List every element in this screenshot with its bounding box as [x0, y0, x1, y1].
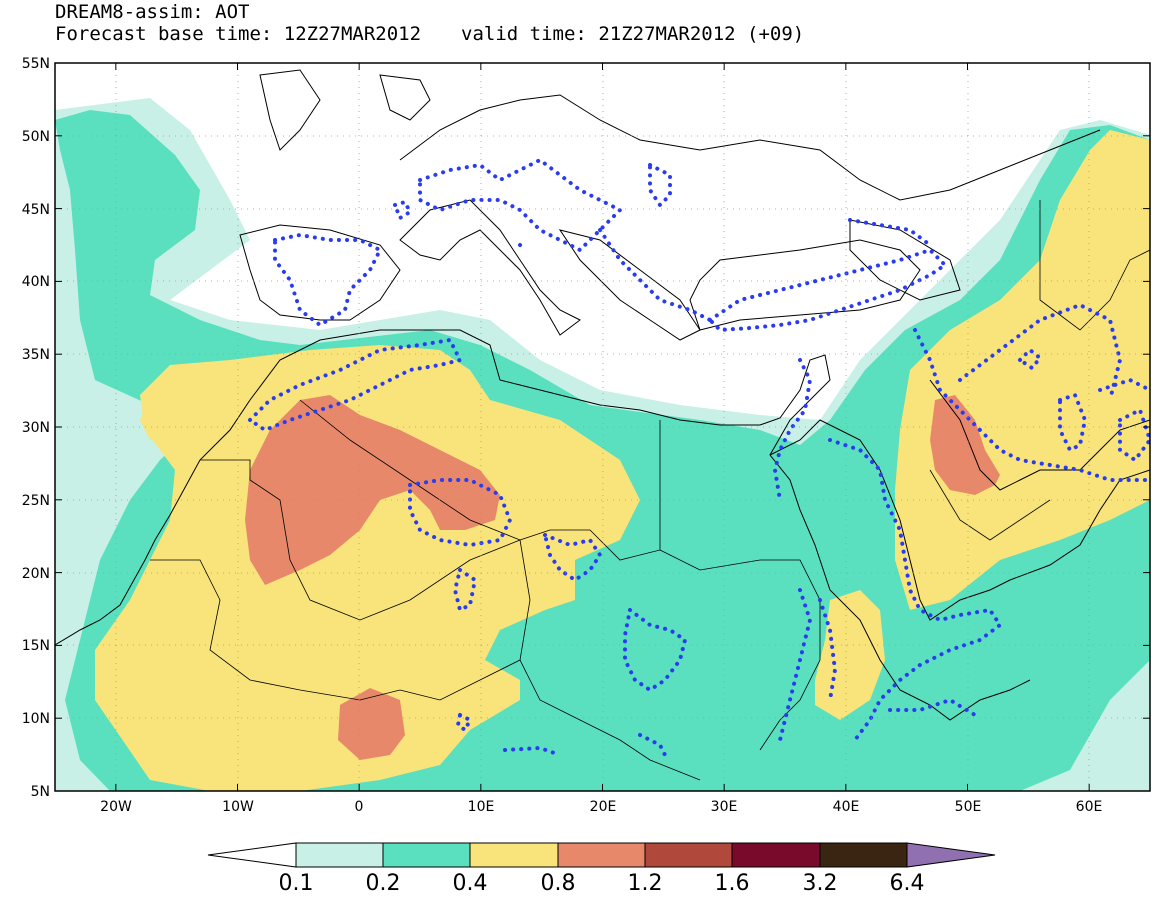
lat-tick-label: 30N [22, 420, 50, 436]
lon-axis: 20W 10W 0 10E 20E 30E 40E 50E 60E [100, 799, 1102, 815]
colorbar: 0.1 0.2 0.4 0.8 1.2 1.6 3.2 6.4 [207, 842, 996, 896]
lat-tick-label: 25N [22, 493, 50, 509]
colorbar-label: 0.4 [453, 871, 488, 896]
colorbar-label: 1.2 [628, 871, 663, 896]
aot-shading-0.8 [245, 395, 1000, 760]
colorbar-swatch [382, 842, 471, 868]
lat-tick-label: 35N [22, 347, 50, 363]
lon-tick-label: 40E [833, 799, 860, 815]
lat-tick-label: 10N [22, 711, 50, 727]
colorbar-swatch [819, 842, 908, 868]
colorbar-swatch [469, 842, 559, 868]
colorbar-label: 0.8 [541, 871, 576, 896]
colorbar-swatch [644, 842, 733, 868]
coastlines [55, 69, 1150, 721]
base-time: Forecast base time: 12Z27MAR2012 [55, 23, 422, 45]
lat-tick-label: 50N [22, 129, 50, 145]
lon-tick-label: 30E [711, 799, 738, 815]
colorbar-low-arrow [207, 842, 297, 868]
colorbar-label: 3.2 [803, 871, 838, 896]
lat-tick-label: 45N [22, 202, 50, 218]
lat-tick-label: 40N [22, 274, 50, 290]
axis-ticks [55, 62, 1150, 792]
colorbar-swatch [731, 842, 821, 868]
lat-tick-label: 55N [22, 56, 50, 72]
lon-tick-label: 10W [222, 799, 254, 815]
lon-tick-label: 10E [468, 799, 495, 815]
graticule [55, 63, 1150, 791]
lat-tick-label: 5N [31, 784, 50, 800]
map-subtitle: Forecast base time: 12Z27MAR2012 valid ti… [55, 24, 804, 44]
map-area [55, 63, 1150, 791]
lat-tick-label: 20N [22, 566, 50, 582]
colorbar-swatch [557, 842, 646, 868]
colorbar-label: 0.2 [366, 871, 401, 896]
colorbar-high-arrow [906, 842, 996, 868]
map-title: DREAM8-assim: AOT [55, 1, 250, 23]
lon-tick-label: 0 [355, 799, 364, 815]
lat-axis: 55N 50N 45N 40N 35N 30N 25N 20N 15N 10N … [22, 56, 50, 800]
aot-contours [246, 157, 1150, 757]
colorbar-label: 0.1 [279, 871, 314, 896]
valid-time: valid time: 21Z27MAR2012 (+09) [461, 23, 805, 45]
lon-tick-label: 60E [1076, 799, 1103, 815]
colorbar-swatch [295, 842, 384, 868]
lon-tick-label: 50E [955, 799, 982, 815]
colorbar-label: 6.4 [890, 871, 925, 896]
lon-tick-label: 20E [590, 799, 617, 815]
colorbar-label: 1.6 [715, 871, 750, 896]
lon-tick-label: 20W [100, 799, 132, 815]
lat-tick-label: 15N [22, 638, 50, 654]
